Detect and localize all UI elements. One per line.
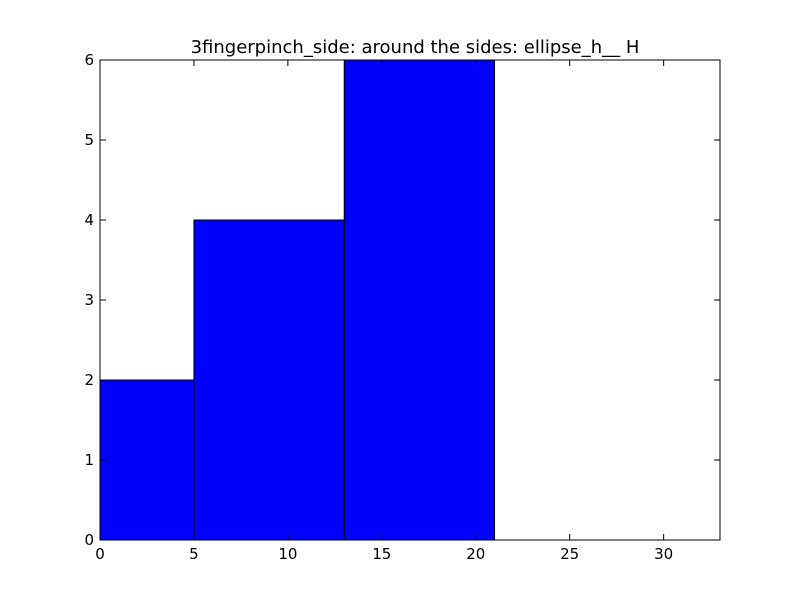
y-tick-label: 5 [84, 131, 94, 149]
bars-group [99, 59, 496, 541]
x-tick-label: 30 [654, 545, 673, 563]
histogram-bar-3 [343, 59, 496, 541]
ticks-group: 0 5 10 15 20 25 30 0 1 2 3 4 5 6 [84, 51, 720, 563]
histogram-bar-2 [193, 219, 345, 541]
y-tick-label: 0 [84, 531, 94, 549]
x-tick-label: 10 [278, 545, 297, 563]
y-tick-label: 4 [84, 211, 94, 229]
x-tick-label: 15 [372, 545, 391, 563]
y-tick-label: 1 [84, 451, 94, 469]
y-tick-label: 3 [84, 291, 94, 309]
chart-title: 3fingerpinch_side: around the sides: ell… [191, 37, 640, 58]
x-tick-label: 20 [466, 545, 485, 563]
x-tick-label: 0 [95, 545, 105, 563]
plot-frame [99, 59, 721, 541]
histogram-bar-1 [99, 379, 195, 541]
y-tick-label: 2 [84, 371, 94, 389]
y-tick-label: 6 [84, 51, 94, 69]
x-tick-label: 25 [560, 545, 579, 563]
x-tick-label: 5 [189, 545, 199, 563]
